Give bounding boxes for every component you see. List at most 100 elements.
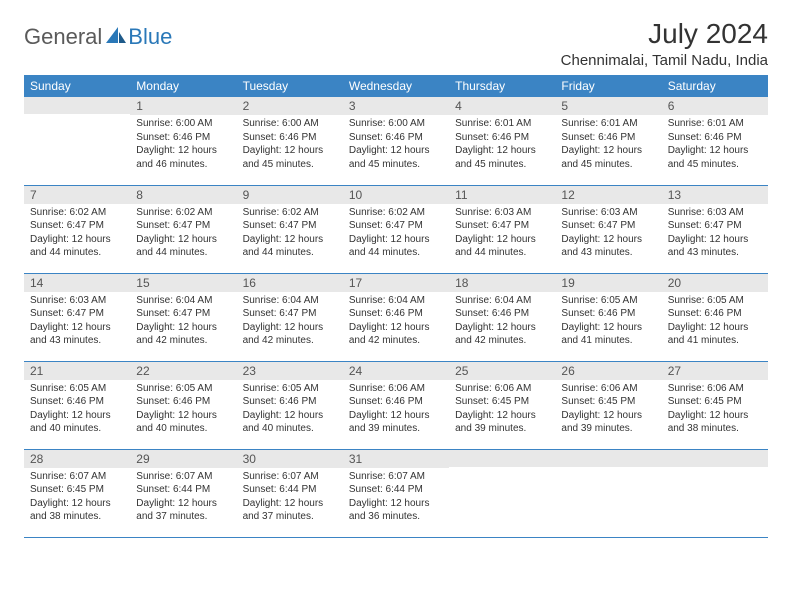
day-details: Sunrise: 6:03 AMSunset: 6:47 PMDaylight:… (555, 204, 661, 264)
day-detail-line: and 44 minutes. (455, 246, 549, 260)
day-number (24, 97, 130, 114)
day-detail-line: Sunrise: 6:01 AM (455, 117, 549, 131)
day-detail-line: and 37 minutes. (243, 510, 337, 524)
day-detail-line: Daylight: 12 hours (349, 321, 443, 335)
day-number (662, 450, 768, 467)
day-detail-line: and 40 minutes. (243, 422, 337, 436)
day-detail-line: Sunrise: 6:05 AM (668, 294, 762, 308)
calendar-day-cell: 1Sunrise: 6:00 AMSunset: 6:46 PMDaylight… (130, 97, 236, 185)
day-detail-line: Sunset: 6:47 PM (455, 219, 549, 233)
day-detail-line: Sunrise: 6:03 AM (561, 206, 655, 220)
day-details: Sunrise: 6:03 AMSunset: 6:47 PMDaylight:… (24, 292, 130, 352)
day-detail-line: and 41 minutes. (561, 334, 655, 348)
calendar-day-cell: 24Sunrise: 6:06 AMSunset: 6:46 PMDayligh… (343, 361, 449, 449)
day-detail-line: Daylight: 12 hours (668, 321, 762, 335)
day-number: 22 (130, 362, 236, 380)
day-detail-line: and 42 minutes. (349, 334, 443, 348)
day-number: 30 (237, 450, 343, 468)
day-detail-line: Daylight: 12 hours (349, 144, 443, 158)
day-detail-line: Sunrise: 6:00 AM (349, 117, 443, 131)
day-details: Sunrise: 6:01 AMSunset: 6:46 PMDaylight:… (449, 115, 555, 175)
day-number: 1 (130, 97, 236, 115)
day-detail-line: and 38 minutes. (668, 422, 762, 436)
day-number: 4 (449, 97, 555, 115)
calendar-day-cell (449, 449, 555, 537)
day-number (555, 450, 661, 467)
day-detail-line: and 46 minutes. (136, 158, 230, 172)
day-detail-line: Daylight: 12 hours (349, 497, 443, 511)
day-number: 21 (24, 362, 130, 380)
calendar-day-cell: 4Sunrise: 6:01 AMSunset: 6:46 PMDaylight… (449, 97, 555, 185)
day-details: Sunrise: 6:05 AMSunset: 6:46 PMDaylight:… (662, 292, 768, 352)
day-detail-line: Sunset: 6:46 PM (136, 131, 230, 145)
day-detail-line: Sunrise: 6:04 AM (349, 294, 443, 308)
day-detail-line: and 45 minutes. (455, 158, 549, 172)
day-detail-line: Sunset: 6:46 PM (561, 307, 655, 321)
day-detail-line: Daylight: 12 hours (668, 409, 762, 423)
calendar-day-cell: 30Sunrise: 6:07 AMSunset: 6:44 PMDayligh… (237, 449, 343, 537)
day-detail-line: and 36 minutes. (349, 510, 443, 524)
day-detail-line: Sunrise: 6:02 AM (30, 206, 124, 220)
day-detail-line: Sunrise: 6:01 AM (668, 117, 762, 131)
day-details: Sunrise: 6:06 AMSunset: 6:45 PMDaylight:… (449, 380, 555, 440)
day-detail-line: Sunset: 6:47 PM (30, 307, 124, 321)
calendar-day-cell: 10Sunrise: 6:02 AMSunset: 6:47 PMDayligh… (343, 185, 449, 273)
day-number: 26 (555, 362, 661, 380)
calendar-day-cell: 9Sunrise: 6:02 AMSunset: 6:47 PMDaylight… (237, 185, 343, 273)
calendar-day-cell (555, 449, 661, 537)
day-detail-line: Daylight: 12 hours (243, 144, 337, 158)
weekday-header: Friday (555, 75, 661, 97)
day-detail-line: Sunset: 6:47 PM (349, 219, 443, 233)
day-details: Sunrise: 6:00 AMSunset: 6:46 PMDaylight:… (130, 115, 236, 175)
day-detail-line: Daylight: 12 hours (243, 321, 337, 335)
day-detail-line: and 44 minutes. (349, 246, 443, 260)
day-detail-line: Daylight: 12 hours (136, 409, 230, 423)
day-detail-line: and 39 minutes. (455, 422, 549, 436)
day-detail-line: Sunrise: 6:05 AM (30, 382, 124, 396)
day-number: 25 (449, 362, 555, 380)
page-header: General Blue July 2024 Chennimalai, Tami… (24, 18, 768, 69)
calendar-day-cell: 22Sunrise: 6:05 AMSunset: 6:46 PMDayligh… (130, 361, 236, 449)
calendar-week-row: 28Sunrise: 6:07 AMSunset: 6:45 PMDayligh… (24, 449, 768, 537)
day-detail-line: and 40 minutes. (30, 422, 124, 436)
day-details: Sunrise: 6:01 AMSunset: 6:46 PMDaylight:… (555, 115, 661, 175)
day-detail-line: and 43 minutes. (668, 246, 762, 260)
day-detail-line: Sunset: 6:46 PM (349, 395, 443, 409)
day-detail-line: Sunset: 6:44 PM (136, 483, 230, 497)
day-detail-line: Sunset: 6:47 PM (136, 219, 230, 233)
sail-icon (106, 27, 126, 45)
day-detail-line: Sunset: 6:47 PM (668, 219, 762, 233)
day-detail-line: and 43 minutes. (561, 246, 655, 260)
calendar-week-row: 1Sunrise: 6:00 AMSunset: 6:46 PMDaylight… (24, 97, 768, 185)
day-number: 16 (237, 274, 343, 292)
day-details: Sunrise: 6:06 AMSunset: 6:45 PMDaylight:… (662, 380, 768, 440)
day-detail-line: Sunrise: 6:00 AM (136, 117, 230, 131)
calendar-day-cell: 12Sunrise: 6:03 AMSunset: 6:47 PMDayligh… (555, 185, 661, 273)
calendar-day-cell: 14Sunrise: 6:03 AMSunset: 6:47 PMDayligh… (24, 273, 130, 361)
day-detail-line: and 45 minutes. (561, 158, 655, 172)
day-details: Sunrise: 6:00 AMSunset: 6:46 PMDaylight:… (237, 115, 343, 175)
weekday-header: Saturday (662, 75, 768, 97)
day-details: Sunrise: 6:04 AMSunset: 6:46 PMDaylight:… (343, 292, 449, 352)
calendar-day-cell: 11Sunrise: 6:03 AMSunset: 6:47 PMDayligh… (449, 185, 555, 273)
day-detail-line: Sunset: 6:47 PM (243, 307, 337, 321)
calendar-day-cell: 17Sunrise: 6:04 AMSunset: 6:46 PMDayligh… (343, 273, 449, 361)
day-detail-line: Sunrise: 6:06 AM (668, 382, 762, 396)
day-details: Sunrise: 6:02 AMSunset: 6:47 PMDaylight:… (130, 204, 236, 264)
day-details: Sunrise: 6:03 AMSunset: 6:47 PMDaylight:… (662, 204, 768, 264)
day-detail-line: Sunrise: 6:01 AM (561, 117, 655, 131)
day-detail-line: Sunset: 6:46 PM (455, 131, 549, 145)
day-detail-line: Sunset: 6:45 PM (455, 395, 549, 409)
day-details: Sunrise: 6:05 AMSunset: 6:46 PMDaylight:… (555, 292, 661, 352)
day-detail-line: and 43 minutes. (30, 334, 124, 348)
day-detail-line: Sunset: 6:47 PM (136, 307, 230, 321)
day-detail-line: Sunset: 6:46 PM (243, 131, 337, 145)
day-detail-line: Sunset: 6:46 PM (30, 395, 124, 409)
day-detail-line: and 45 minutes. (349, 158, 443, 172)
day-detail-line: Sunset: 6:46 PM (243, 395, 337, 409)
day-detail-line: Daylight: 12 hours (243, 233, 337, 247)
calendar-table: Sunday Monday Tuesday Wednesday Thursday… (24, 75, 768, 538)
day-details (449, 467, 555, 473)
day-number: 10 (343, 186, 449, 204)
day-number: 29 (130, 450, 236, 468)
